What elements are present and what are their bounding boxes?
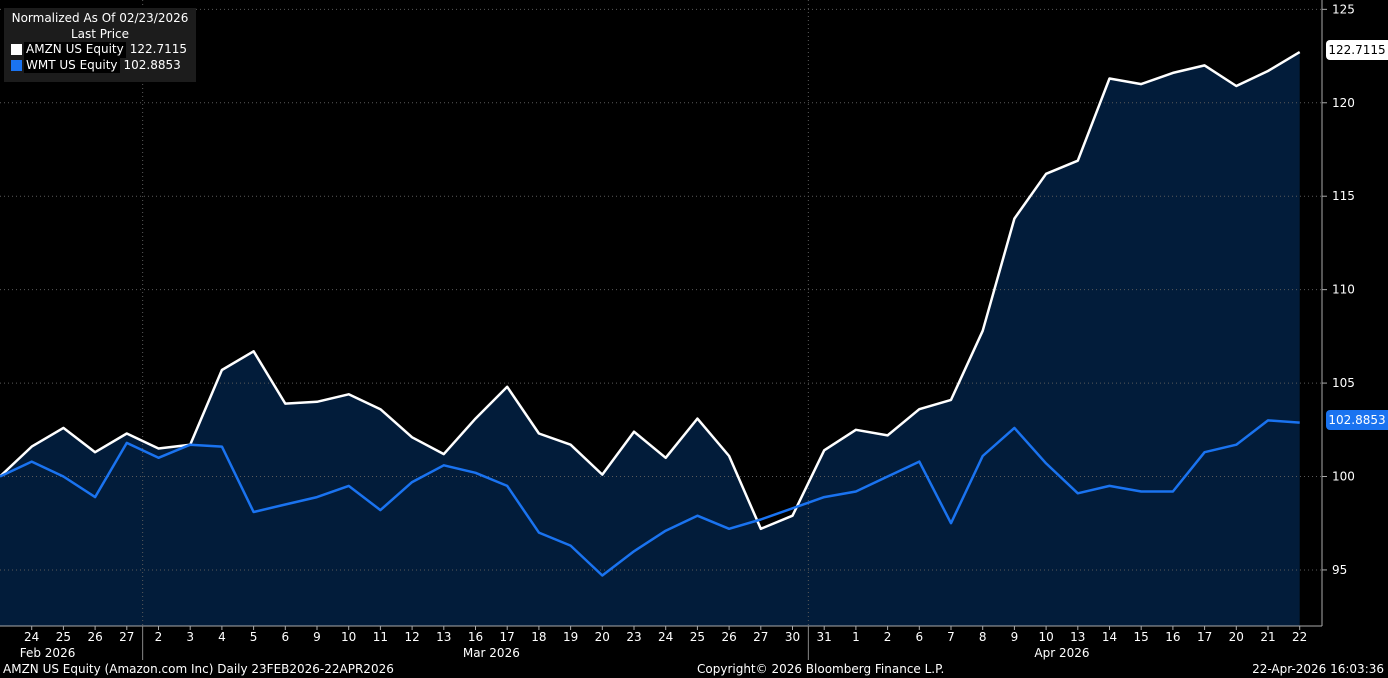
x-tick-label-13: 12 [404, 630, 419, 644]
x-tick-label-8: 5 [250, 630, 258, 644]
x-tick-label-34: 13 [1070, 630, 1085, 644]
x-tick-label-16: 17 [500, 630, 515, 644]
x-tick-label-25: 30 [785, 630, 800, 644]
legend-value-amzn: 122.7115 [129, 42, 187, 56]
x-tick-label-18: 19 [563, 630, 578, 644]
y-tick-label-105: 105 [1332, 376, 1355, 390]
x-tick-label-2: 25 [56, 630, 71, 644]
legend-name-wmt: WMT US Equity [24, 57, 120, 73]
legend-entry-wmt: WMT US Equity 102.8853 [4, 57, 196, 73]
y-tick-label-120: 120 [1332, 96, 1355, 110]
series-line-wmt [0, 419, 1300, 577]
amzn-area-fill [0, 52, 1300, 627]
x-tick-label-17: 18 [531, 630, 546, 644]
x-tick-label-36: 15 [1134, 630, 1149, 644]
legend-value-wmt: 102.8853 [123, 57, 181, 72]
x-tick-label-28: 2 [884, 630, 892, 644]
x-tick-label-27: 1 [852, 630, 860, 644]
x-tick-label-39: 20 [1229, 630, 1244, 644]
x-tick-label-23: 26 [721, 630, 736, 644]
x-tick-label-14: 13 [436, 630, 451, 644]
amzn-last-price-tag: 122.7115 [1326, 40, 1388, 60]
x-tick-label-5: 2 [155, 630, 163, 644]
x-tick-label-15: 16 [468, 630, 483, 644]
x-tick-label-3: 26 [87, 630, 102, 644]
x-tick-label-12: 11 [373, 630, 388, 644]
x-tick-label-26: 31 [817, 630, 832, 644]
legend: Normalized As Of 02/23/2026 Last Price A… [4, 8, 196, 82]
footer-security-info: AMZN US Equity (Amazon.com Inc) Daily 23… [3, 662, 394, 676]
legend-header: Normalized As Of 02/23/2026 [11, 11, 189, 25]
x-tick-label-1: 24 [24, 630, 39, 644]
legend-swatch-amzn [11, 44, 22, 56]
x-tick-label-40: 21 [1260, 630, 1275, 644]
wmt-last-price-tag: 102.8853 [1326, 410, 1388, 430]
x-tick-label-38: 17 [1197, 630, 1212, 644]
y-tick-label-95: 95 [1332, 563, 1347, 577]
x-tick-label-11: 10 [341, 630, 356, 644]
y-tick-label-100: 100 [1332, 470, 1355, 484]
legend-entry-amzn: AMZN US Equity 122.7115 [4, 42, 196, 58]
legend-name-amzn: AMZN US Equity [24, 42, 126, 58]
x-tick-label-9: 6 [281, 630, 289, 644]
x-tick-label-35: 14 [1102, 630, 1117, 644]
month-label-2: Apr 2026 [1034, 646, 1089, 660]
x-tick-label-19: 20 [595, 630, 610, 644]
footer-copyright: Copyright© 2026 Bloomberg Finance L.P. [697, 662, 945, 676]
x-tick-label-41: 22 [1292, 630, 1307, 644]
y-tick-label-115: 115 [1332, 189, 1355, 203]
x-tick-label-30: 7 [947, 630, 955, 644]
month-label-0: Feb 2026 [20, 646, 76, 660]
x-tick-label-10: 9 [313, 630, 321, 644]
x-tick-label-31: 8 [979, 630, 987, 644]
x-tick-label-6: 3 [186, 630, 194, 644]
footer-timestamp: 22-Apr-2026 16:03:36 [1252, 662, 1384, 676]
series-line-amzn [0, 51, 1301, 531]
y-tick-label-110: 110 [1332, 283, 1355, 297]
x-tick-label-21: 24 [658, 630, 673, 644]
x-tick-label-22: 25 [690, 630, 705, 644]
x-tick-label-29: 6 [915, 630, 923, 644]
legend-subheader: Last Price [70, 26, 130, 41]
y-tick-label-125: 125 [1332, 2, 1355, 16]
x-tick-label-37: 16 [1165, 630, 1180, 644]
legend-swatch-wmt [11, 59, 22, 71]
month-label-1: Mar 2026 [463, 646, 520, 660]
x-tick-label-4: 27 [119, 630, 134, 644]
x-tick-label-32: 9 [1011, 630, 1019, 644]
x-tick-label-7: 4 [218, 630, 226, 644]
x-tick-label-33: 10 [1038, 630, 1053, 644]
x-tick-label-24: 27 [753, 630, 768, 644]
x-tick-label-20: 23 [626, 630, 641, 644]
